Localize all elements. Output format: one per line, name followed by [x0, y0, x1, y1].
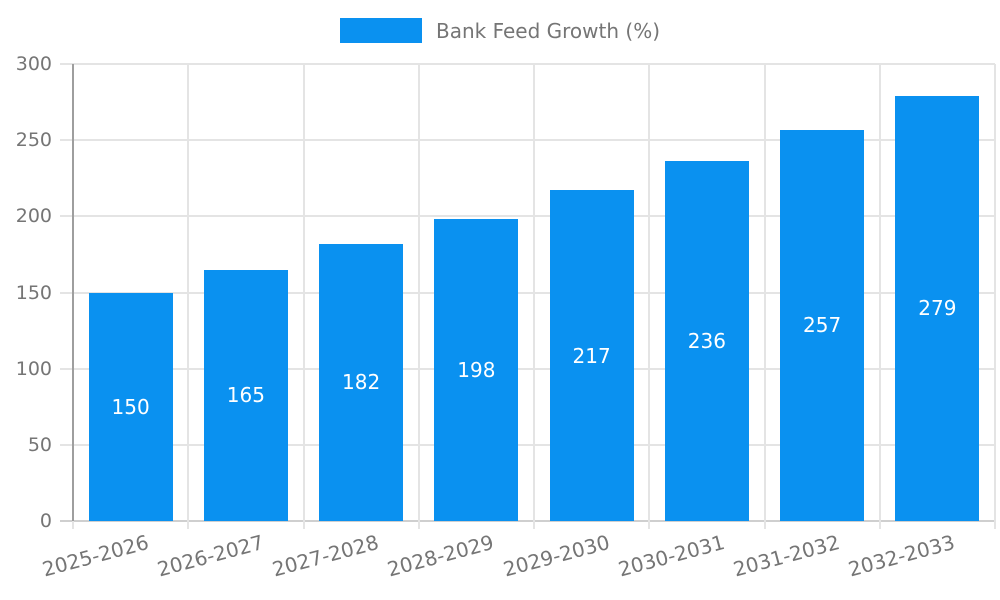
y-tick-label: 250 — [15, 129, 52, 152]
x-gridline — [417, 64, 420, 529]
y-gridline — [60, 520, 995, 522]
chart-legend: Bank Feed Growth (%) — [0, 18, 1000, 43]
bar-2027-2028 — [319, 243, 404, 521]
y-axis-line — [72, 64, 74, 521]
y-tick-label: 150 — [15, 281, 52, 304]
bar-value-label: 150 — [111, 394, 150, 419]
x-gridline — [994, 64, 996, 529]
bar-2029-2030 — [549, 190, 634, 521]
bar-value-label: 217 — [572, 343, 611, 368]
bar-2030-2031 — [664, 161, 749, 521]
y-tick-label: 50 — [27, 433, 52, 456]
bar-value-label: 236 — [687, 329, 726, 354]
y-tick-label: 200 — [15, 205, 52, 228]
bar-value-label: 279 — [918, 296, 957, 321]
bar-2025-2026 — [88, 292, 173, 521]
y-tick-label: 300 — [15, 53, 52, 75]
bar-value-label: 198 — [457, 358, 496, 383]
y-gridline — [60, 139, 995, 142]
y-gridline — [60, 367, 995, 370]
x-gridline — [187, 64, 190, 529]
legend-label: Bank Feed Growth (%) — [435, 18, 661, 43]
y-tick-label: 100 — [15, 357, 52, 380]
y-gridline — [60, 291, 995, 294]
bar-2031-2032 — [780, 129, 865, 521]
legend-swatch — [339, 18, 422, 43]
bar-value-label: 165 — [226, 383, 265, 408]
bar-2028-2029 — [434, 219, 519, 521]
y-gridline — [60, 215, 995, 218]
y-gridline — [60, 443, 995, 446]
x-gridline — [878, 64, 881, 529]
x-gridline — [648, 64, 651, 529]
bar-value-label: 257 — [803, 313, 842, 338]
bar-value-label: 182 — [342, 370, 381, 395]
x-gridline — [302, 64, 305, 529]
y-tick-label: 0 — [39, 510, 52, 532]
x-gridline — [533, 64, 535, 529]
y-gridline — [60, 63, 995, 65]
bar-2032-2033 — [895, 95, 980, 521]
x-gridline — [763, 64, 766, 529]
bar-2026-2027 — [203, 269, 288, 521]
